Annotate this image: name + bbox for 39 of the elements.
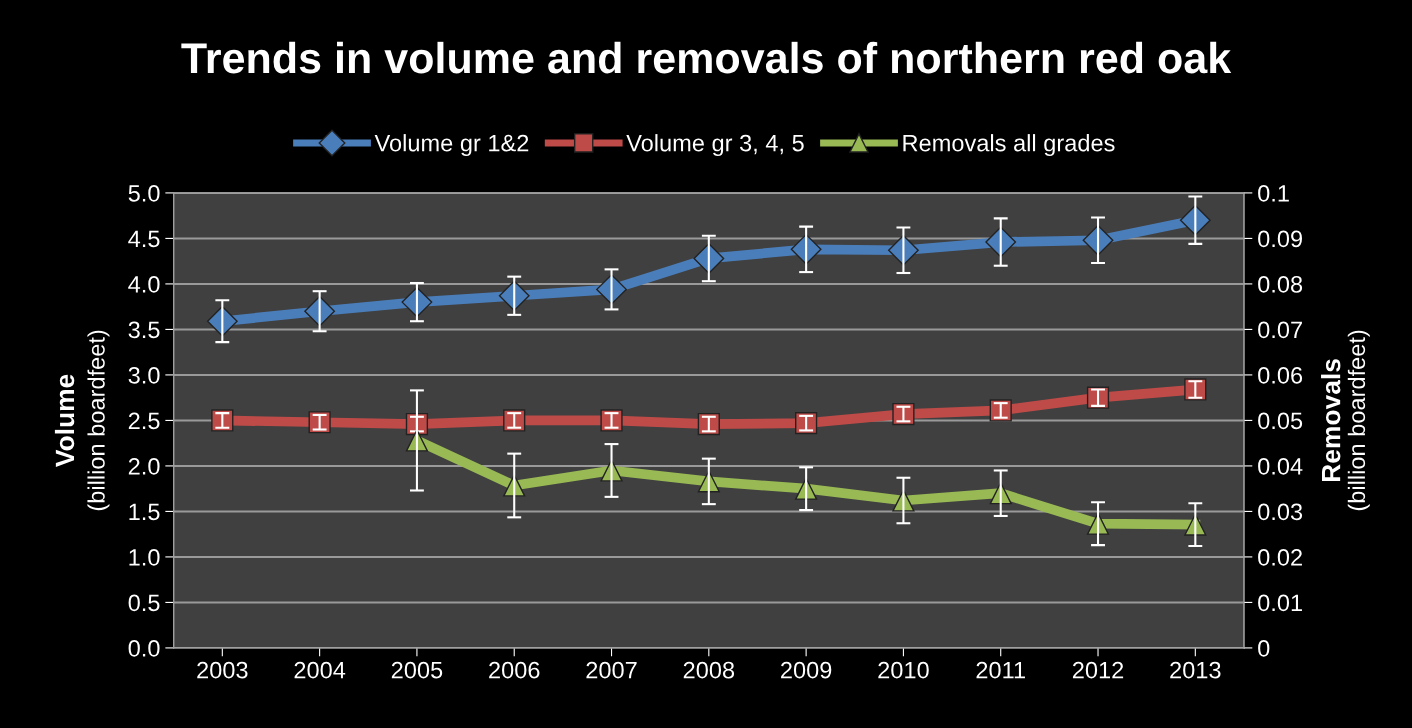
y2-tick-label: 0.02 <box>1258 548 1302 566</box>
chart-title: Trends in volume and removals of northern red oak <box>181 41 1232 74</box>
y2-tick-label: 0.03 <box>1258 503 1303 521</box>
x-tick-label: 2011 <box>976 661 1025 679</box>
y2-tick-label: 0.1 <box>1258 184 1289 202</box>
y-tick-label: 0.0 <box>128 639 160 657</box>
y-tick-label: 1.5 <box>129 503 160 521</box>
legend-label: Volume gr 3, 4, 5 <box>626 134 804 157</box>
y-tick-label: 4.5 <box>128 230 160 248</box>
x-tick-label: 2003 <box>197 661 248 679</box>
x-tick-label: 2008 <box>683 661 735 679</box>
x-tick-label: 2007 <box>586 661 637 679</box>
x-tick-label: 2012 <box>1072 661 1124 679</box>
x-tick-label: 2004 <box>294 661 346 679</box>
y2-tick-label: 0.05 <box>1258 412 1303 430</box>
y-tick-label: 1.0 <box>129 548 160 566</box>
y2-tick-label: 0 <box>1258 639 1270 657</box>
y-tick-label: 2.0 <box>128 457 160 475</box>
y2-tick-label: 0.09 <box>1258 230 1302 248</box>
y-axis-title: Volume (billion boardfeet) <box>54 330 110 511</box>
y2-tick-label: 0.04 <box>1258 457 1303 475</box>
y2-tick-label: 0.01 <box>1258 594 1302 612</box>
y-tick-label: 4.0 <box>128 275 160 293</box>
y2-tick-label: 0.07 <box>1258 321 1302 339</box>
y-tick-label: 2.5 <box>128 412 160 430</box>
x-tick-label: 2006 <box>489 661 540 679</box>
x-tick-label: 2009 <box>781 661 832 679</box>
y2-tick-label: 0.06 <box>1258 366 1303 384</box>
y2-axis-title: Removals (billion boardfeet) <box>1321 330 1370 511</box>
legend-label: Volume gr 1&2 <box>374 134 529 157</box>
x-tick-label: 2005 <box>391 661 443 679</box>
y-tick-label: 3.0 <box>128 366 160 384</box>
x-tick-label: 2010 <box>878 661 929 679</box>
y-tick-label: 0.5 <box>128 594 160 612</box>
legend-label: Removals all grades <box>903 134 1115 157</box>
y-tick-label: 3.5 <box>128 321 160 339</box>
x-tick-label: 2013 <box>1170 661 1221 679</box>
y2-tick-label: 0.08 <box>1258 275 1303 293</box>
y-tick-label: 5.0 <box>128 184 160 202</box>
